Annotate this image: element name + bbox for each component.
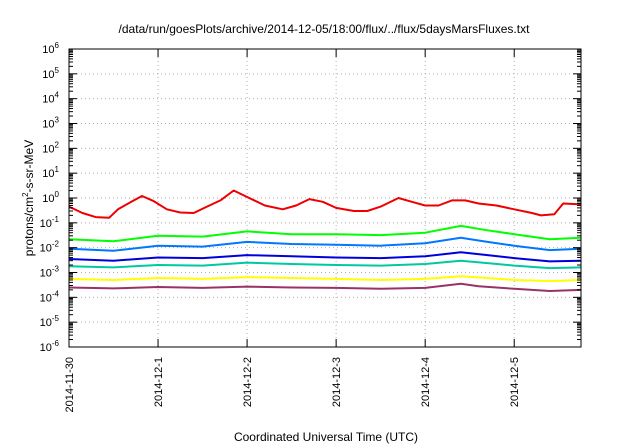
x-tick-label: 2014-12-4 bbox=[420, 357, 432, 407]
y-tick-label: 10-2 bbox=[40, 240, 60, 255]
series-group bbox=[68, 189, 582, 292]
y-tick-label: 102 bbox=[42, 140, 59, 155]
series-line-3 bbox=[68, 236, 582, 252]
y-tick-label: 101 bbox=[42, 165, 59, 180]
y-tick-label: 106 bbox=[42, 41, 59, 56]
series-line-7 bbox=[68, 282, 582, 292]
x-tick-label: 2014-12-2 bbox=[242, 357, 254, 407]
y-tick-label: 10-1 bbox=[40, 215, 60, 230]
x-axis-label: Coordinated Universal Time (UTC) bbox=[234, 430, 418, 444]
x-tick-label: 2014-12-5 bbox=[509, 357, 521, 407]
series-line-4 bbox=[68, 251, 582, 263]
x-axis: 2014-11-30 2014-12-1 2014-12-2 2014-12-3 201… bbox=[64, 49, 521, 412]
series-line-2 bbox=[68, 224, 582, 243]
y-axis-label: protons/cm2-s-sr-MeV bbox=[21, 140, 36, 256]
y-tick-label: 103 bbox=[42, 116, 59, 131]
y-tick-label: 104 bbox=[42, 91, 59, 106]
y-tick-label: 10-5 bbox=[40, 314, 60, 329]
y-axis: 106 105 104 103 102 101 100 10-1 10-2 10-3 10-4 10-… bbox=[40, 41, 581, 354]
y-tick-label: 105 bbox=[42, 66, 59, 81]
x-tick-label: 2014-11-30 bbox=[64, 357, 76, 412]
series-line-5 bbox=[68, 259, 582, 270]
y-tick-label: 10-4 bbox=[40, 289, 60, 304]
y-tick-label: 100 bbox=[42, 190, 59, 205]
y-tick-label: 10-3 bbox=[40, 265, 60, 280]
series-line-6 bbox=[68, 275, 582, 283]
y-tick-label: 10-6 bbox=[40, 339, 60, 354]
chart-title: /data/run/goesPlots/archive/2014-12-05/1… bbox=[119, 22, 531, 36]
x-tick-label: 2014-12-3 bbox=[331, 357, 343, 407]
x-tick-label: 2014-12-1 bbox=[153, 357, 165, 407]
series-line-1 bbox=[68, 189, 582, 219]
